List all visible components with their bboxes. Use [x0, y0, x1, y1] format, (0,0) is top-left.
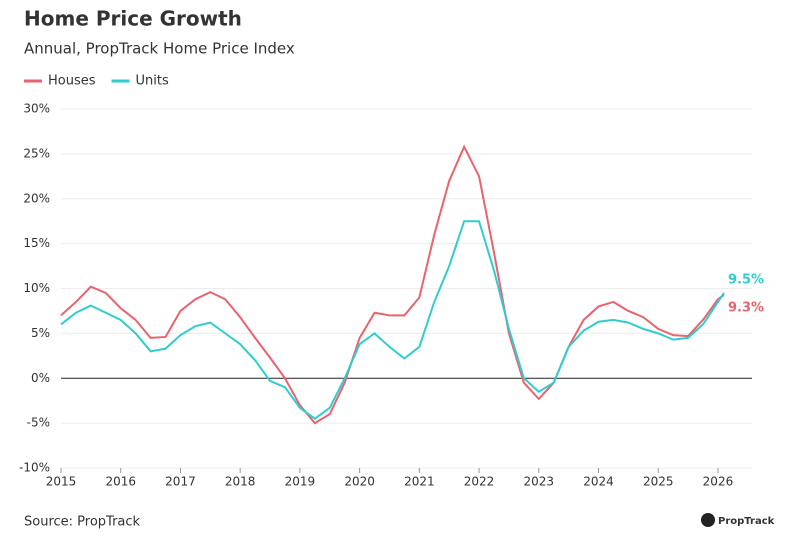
end-label: 9.3% [728, 300, 764, 315]
x-tick-label: 2022 [464, 475, 495, 489]
y-tick-label: 0% [31, 371, 50, 385]
x-tick-label: 2019 [285, 475, 316, 489]
end-label: 9.5% [728, 272, 764, 287]
chart-subtitle: Annual, PropTrack Home Price Index [24, 40, 295, 58]
x-tick-label: 2018 [225, 475, 256, 489]
series-line [60, 144, 725, 425]
y-tick-label: 5% [31, 326, 50, 340]
x-tick-label: 2017 [165, 475, 196, 489]
legend-label: Units [136, 74, 169, 89]
chart-title: Home Price Growth [24, 7, 242, 31]
y-tick-label: 10% [23, 281, 50, 295]
y-tick-label: 30% [23, 102, 50, 116]
logo: PropTrack [718, 516, 775, 527]
x-tick-label: 2024 [583, 475, 614, 489]
y-tick-label: 20% [23, 191, 50, 205]
x-tick-label: 2020 [344, 475, 375, 489]
x-tick-label: 2021 [404, 475, 435, 489]
x-tick-label: 2023 [524, 475, 555, 489]
x-tick-label: 2026 [703, 475, 734, 489]
y-tick-label: -5% [27, 416, 50, 430]
x-tick-label: 2016 [105, 475, 136, 489]
y-tick-label: -10% [19, 461, 50, 475]
y-tick-label: 15% [23, 236, 50, 250]
x-tick-label: 2025 [643, 475, 674, 489]
x-tick-label: 2015 [46, 475, 77, 489]
y-tick-label: 25% [23, 146, 50, 160]
logo-icon [701, 513, 715, 527]
legend-label: Houses [48, 74, 96, 89]
source: Source: PropTrack [24, 515, 141, 530]
series-line [60, 220, 725, 420]
